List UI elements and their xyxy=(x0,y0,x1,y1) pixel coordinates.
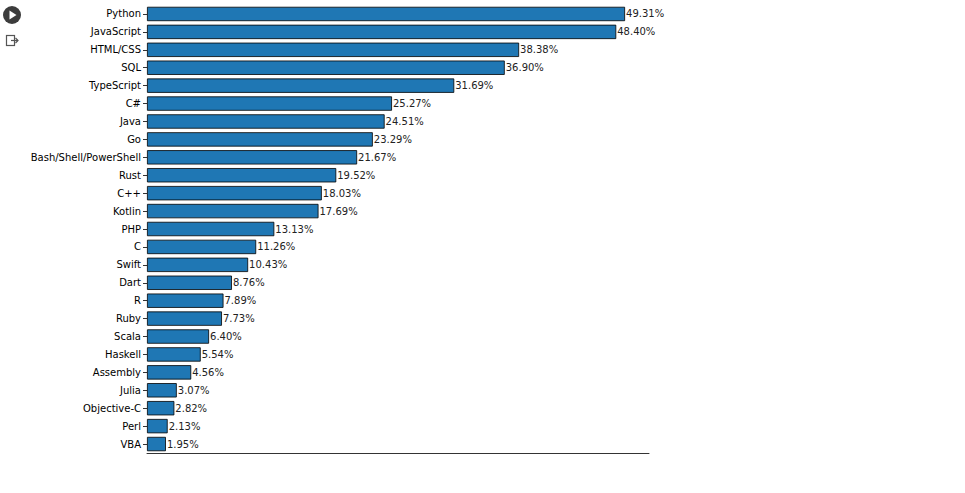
svg-text:8.76%: 8.76% xyxy=(233,277,265,288)
svg-text:C#: C# xyxy=(126,98,141,109)
svg-text:Assembly: Assembly xyxy=(93,367,141,378)
svg-text:18.03%: 18.03% xyxy=(323,188,361,199)
svg-text:Rust: Rust xyxy=(119,170,141,181)
svg-text:Swift: Swift xyxy=(116,259,141,270)
svg-text:5.54%: 5.54% xyxy=(202,349,234,360)
svg-text:11.26%: 11.26% xyxy=(257,241,295,252)
svg-text:Objective-C: Objective-C xyxy=(83,403,141,414)
svg-text:Haskell: Haskell xyxy=(105,349,141,360)
svg-text:7.73%: 7.73% xyxy=(223,313,255,324)
svg-text:Python: Python xyxy=(106,8,141,19)
svg-text:2.13%: 2.13% xyxy=(169,421,201,432)
svg-text:19.52%: 19.52% xyxy=(337,170,375,181)
svg-text:4.56%: 4.56% xyxy=(192,367,224,378)
svg-text:25.27%: 25.27% xyxy=(393,98,431,109)
svg-text:TypeScript: TypeScript xyxy=(88,80,141,91)
svg-text:10.43%: 10.43% xyxy=(249,259,287,270)
svg-text:17.69%: 17.69% xyxy=(320,206,358,217)
svg-text:Bash/Shell/PowerShell: Bash/Shell/PowerShell xyxy=(31,152,141,163)
svg-text:Kotlin: Kotlin xyxy=(113,206,141,217)
svg-text:JavaScript: JavaScript xyxy=(90,26,141,37)
svg-text:VBA: VBA xyxy=(120,439,141,450)
svg-text:R: R xyxy=(134,295,141,306)
svg-text:Perl: Perl xyxy=(122,421,141,432)
svg-text:38.38%: 38.38% xyxy=(520,44,558,55)
svg-text:2.82%: 2.82% xyxy=(175,403,207,414)
svg-text:21.67%: 21.67% xyxy=(358,152,396,163)
svg-text:C++: C++ xyxy=(117,188,141,199)
svg-text:C: C xyxy=(134,241,141,252)
svg-text:Ruby: Ruby xyxy=(116,313,141,324)
svg-text:36.90%: 36.90% xyxy=(506,62,544,73)
svg-text:PHP: PHP xyxy=(121,224,141,235)
svg-text:24.51%: 24.51% xyxy=(386,116,424,127)
svg-text:3.07%: 3.07% xyxy=(178,385,210,396)
svg-text:49.31%: 49.31% xyxy=(626,8,664,19)
svg-text:6.40%: 6.40% xyxy=(210,331,242,342)
svg-text:13.13%: 13.13% xyxy=(275,224,313,235)
svg-text:1.95%: 1.95% xyxy=(167,439,199,450)
svg-text:Scala: Scala xyxy=(114,331,141,342)
svg-text:Go: Go xyxy=(127,134,141,145)
svg-text:7.89%: 7.89% xyxy=(224,295,256,306)
svg-text:31.69%: 31.69% xyxy=(455,80,493,91)
svg-text:23.29%: 23.29% xyxy=(374,134,412,145)
svg-text:Dart: Dart xyxy=(119,277,141,288)
svg-text:48.40%: 48.40% xyxy=(617,26,655,37)
svg-text:HTML/CSS: HTML/CSS xyxy=(90,44,141,55)
svg-text:SQL: SQL xyxy=(121,62,141,73)
svg-text:Java: Java xyxy=(119,116,141,127)
svg-text:Julia: Julia xyxy=(119,385,141,396)
